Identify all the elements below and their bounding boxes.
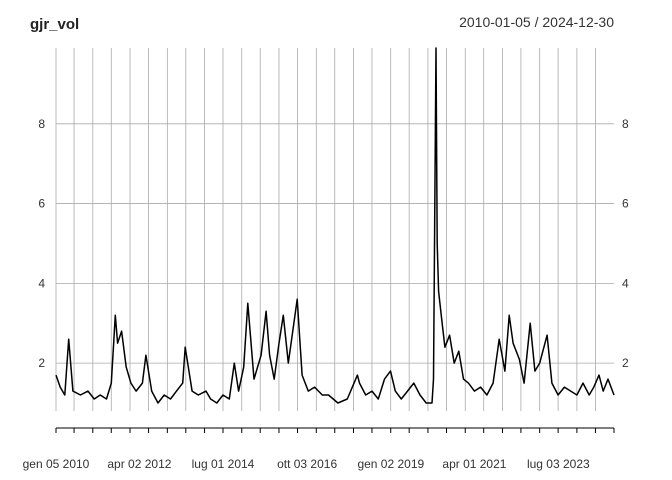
y-tick-labels-right: 2 4 6 8 [622,117,629,370]
vertical-gridlines [55,48,596,411]
y-tick-label: 4 [622,276,629,290]
x-tick-labels: gen 05 2010 apr 02 2012 lug 01 2014 ott 03 … [23,457,590,471]
y-tick-label: 2 [622,356,629,370]
x-tick-label: apr 01 2021 [442,457,506,471]
horizontal-gridlines [56,123,614,364]
y-tick-labels-left: 2 4 6 8 [38,117,45,370]
x-tick-label: apr 02 2012 [107,457,171,471]
x-tick-label: lug 03 2023 [527,457,590,471]
chart-title: gjr_vol [30,16,79,33]
x-tick-label: lug 01 2014 [192,457,255,471]
x-tick-label: gen 05 2010 [23,457,90,471]
x-tick-label: gen 02 2019 [357,457,424,471]
y-tick-label: 4 [38,276,45,290]
y-tick-label: 8 [622,117,629,131]
x-tick-label: ott 03 2016 [277,457,337,471]
x-axis-ticks [55,428,615,433]
y-tick-label: 8 [38,117,45,131]
series-line [55,47,615,404]
y-tick-label: 2 [38,356,45,370]
y-tick-label: 6 [622,197,629,211]
y-tick-label: 6 [38,197,45,211]
date-range: 2010-01-05 / 2024-12-30 [459,14,614,30]
